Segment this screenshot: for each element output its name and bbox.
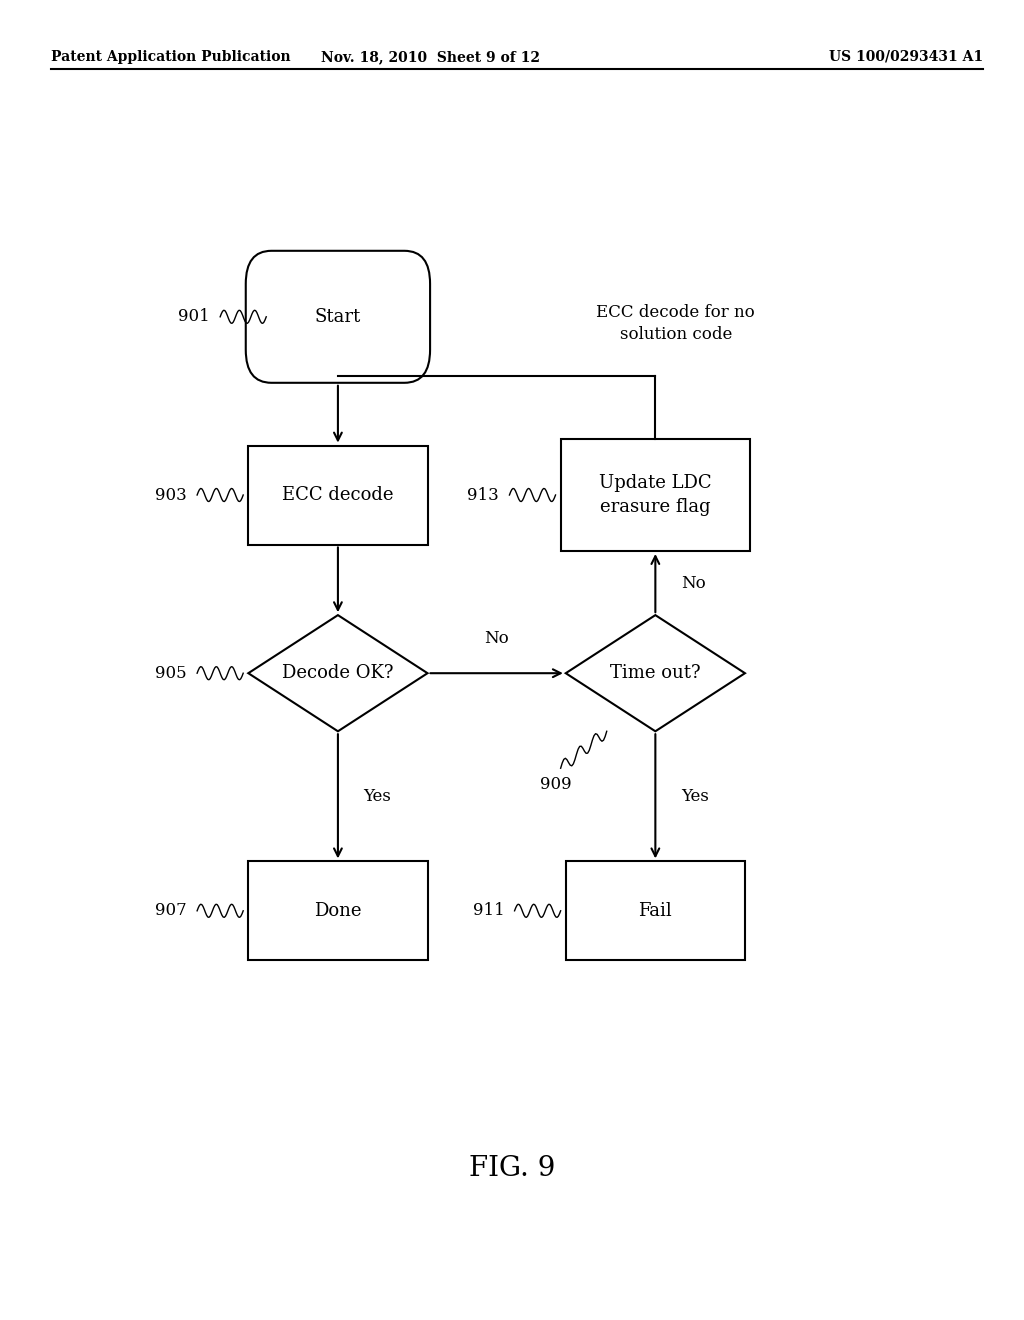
Text: Decode OK?: Decode OK? bbox=[283, 664, 393, 682]
Text: No: No bbox=[484, 630, 509, 647]
Text: ECC decode: ECC decode bbox=[283, 486, 393, 504]
Text: Time out?: Time out? bbox=[610, 664, 700, 682]
Text: Done: Done bbox=[314, 902, 361, 920]
Text: 903: 903 bbox=[155, 487, 187, 503]
Text: ECC decode for no
solution code: ECC decode for no solution code bbox=[596, 304, 756, 343]
Bar bbox=[565, 861, 745, 961]
Text: Patent Application Publication: Patent Application Publication bbox=[51, 50, 291, 63]
Text: No: No bbox=[681, 574, 706, 591]
Polygon shape bbox=[249, 615, 428, 731]
Text: 905: 905 bbox=[156, 665, 187, 681]
Text: 911: 911 bbox=[472, 903, 504, 919]
Text: 901: 901 bbox=[178, 309, 210, 325]
FancyBboxPatch shape bbox=[246, 251, 430, 383]
Text: Fail: Fail bbox=[639, 902, 672, 920]
Bar bbox=[561, 438, 750, 552]
Text: FIG. 9: FIG. 9 bbox=[469, 1155, 555, 1181]
Text: 913: 913 bbox=[467, 487, 500, 503]
Polygon shape bbox=[565, 615, 745, 731]
Text: Yes: Yes bbox=[364, 788, 391, 805]
Text: Nov. 18, 2010  Sheet 9 of 12: Nov. 18, 2010 Sheet 9 of 12 bbox=[321, 50, 540, 63]
Text: Yes: Yes bbox=[681, 788, 709, 805]
Text: 907: 907 bbox=[155, 903, 187, 919]
Text: Update LDC
erasure flag: Update LDC erasure flag bbox=[599, 474, 712, 516]
Text: 909: 909 bbox=[540, 776, 571, 792]
Bar bbox=[249, 446, 428, 544]
Text: US 100/0293431 A1: US 100/0293431 A1 bbox=[828, 50, 983, 63]
Bar bbox=[249, 861, 428, 961]
Text: Start: Start bbox=[314, 308, 361, 326]
